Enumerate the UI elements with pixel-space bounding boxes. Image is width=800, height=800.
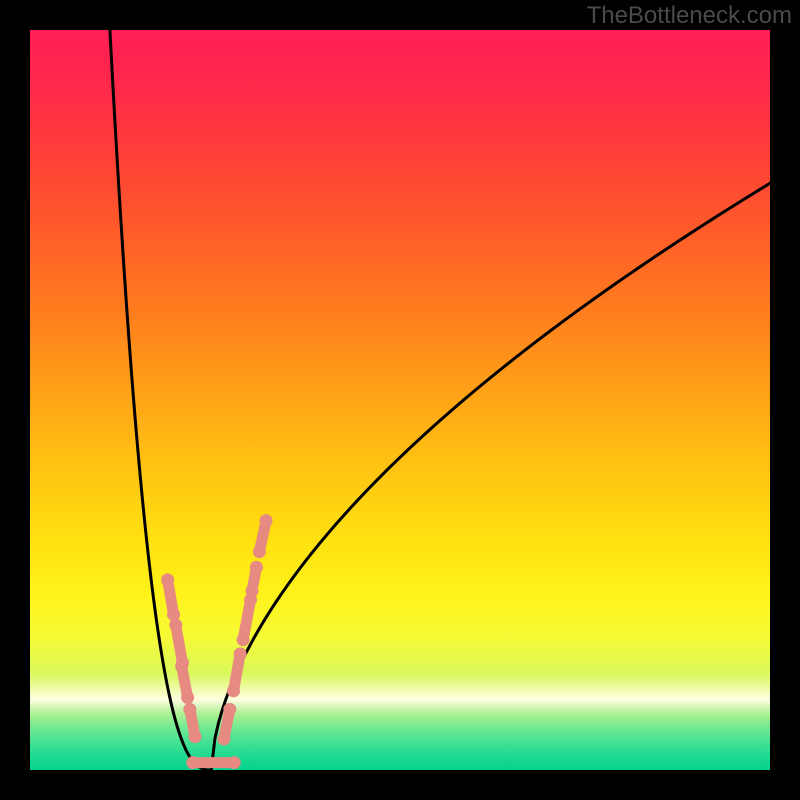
plot-area [30,30,770,770]
v-curve [110,30,770,770]
chart-svg [30,30,770,770]
watermark-text: TheBottleneck.com [587,2,792,30]
